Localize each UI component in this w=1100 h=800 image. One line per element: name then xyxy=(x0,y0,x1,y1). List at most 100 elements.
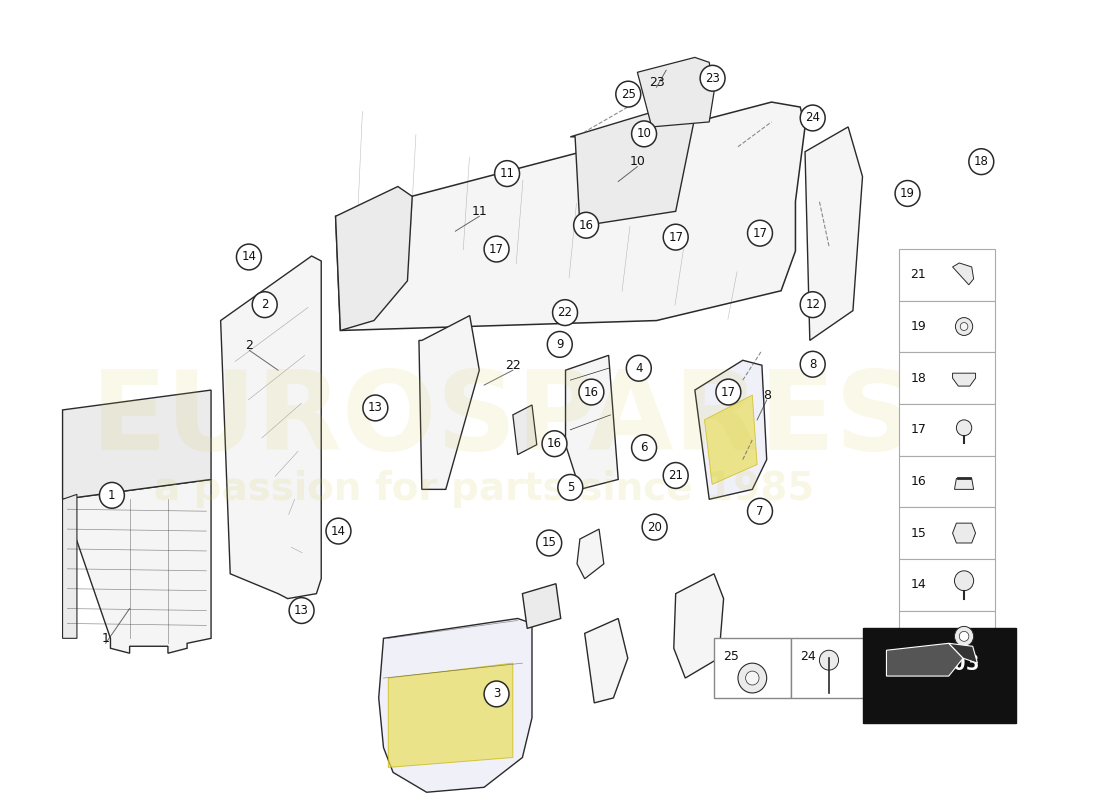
Text: 23: 23 xyxy=(705,72,720,85)
Text: 22: 22 xyxy=(558,306,572,319)
Text: 18: 18 xyxy=(974,155,989,168)
Bar xyxy=(714,638,791,698)
Circle shape xyxy=(626,355,651,381)
Circle shape xyxy=(663,224,689,250)
Text: 10: 10 xyxy=(629,155,646,168)
Text: 24: 24 xyxy=(800,650,816,663)
Text: 13: 13 xyxy=(367,402,383,414)
Text: 16: 16 xyxy=(579,218,594,232)
Polygon shape xyxy=(953,263,974,285)
Text: 19: 19 xyxy=(900,187,915,200)
Text: 15: 15 xyxy=(911,526,926,539)
Polygon shape xyxy=(637,58,714,127)
Text: 16: 16 xyxy=(547,437,562,450)
Text: 11: 11 xyxy=(472,205,487,218)
Text: 7: 7 xyxy=(757,505,763,518)
Text: 17: 17 xyxy=(911,423,926,436)
Circle shape xyxy=(748,498,772,524)
Circle shape xyxy=(800,351,825,377)
Circle shape xyxy=(236,244,262,270)
Text: 17: 17 xyxy=(720,386,736,398)
Text: 9: 9 xyxy=(556,338,563,351)
Bar xyxy=(791,638,867,698)
Polygon shape xyxy=(378,618,532,792)
Circle shape xyxy=(663,462,689,488)
Text: 10: 10 xyxy=(637,127,651,140)
Text: 24: 24 xyxy=(805,111,821,125)
Circle shape xyxy=(542,430,566,457)
Circle shape xyxy=(99,482,124,508)
Bar xyxy=(899,301,994,352)
Text: 17: 17 xyxy=(668,230,683,244)
Circle shape xyxy=(363,395,388,421)
Bar xyxy=(899,249,994,301)
Text: 12: 12 xyxy=(805,298,821,311)
Polygon shape xyxy=(513,405,537,454)
Text: 3: 3 xyxy=(493,687,500,701)
Circle shape xyxy=(537,530,562,556)
Text: 2: 2 xyxy=(261,298,268,311)
Polygon shape xyxy=(674,574,724,678)
Bar xyxy=(899,404,994,456)
Polygon shape xyxy=(63,390,211,499)
Circle shape xyxy=(956,420,971,436)
Circle shape xyxy=(642,514,667,540)
Text: 23: 23 xyxy=(649,76,664,89)
Bar xyxy=(862,629,1015,722)
Circle shape xyxy=(955,626,974,646)
Circle shape xyxy=(631,434,657,461)
Polygon shape xyxy=(578,529,604,578)
Circle shape xyxy=(548,331,572,358)
Circle shape xyxy=(484,681,509,707)
Text: 18: 18 xyxy=(911,372,926,385)
Circle shape xyxy=(959,631,969,642)
Text: 19: 19 xyxy=(911,320,926,333)
Bar xyxy=(899,559,994,610)
Text: 17: 17 xyxy=(752,226,768,240)
Text: 11: 11 xyxy=(499,167,515,180)
Text: 1: 1 xyxy=(108,489,115,502)
Circle shape xyxy=(484,236,509,262)
Text: 8: 8 xyxy=(808,358,816,370)
Text: EUROSPARES: EUROSPARES xyxy=(90,366,916,474)
Text: 25: 25 xyxy=(724,650,739,663)
Circle shape xyxy=(579,379,604,405)
Polygon shape xyxy=(953,373,976,386)
Polygon shape xyxy=(565,355,618,490)
Circle shape xyxy=(960,322,968,330)
Circle shape xyxy=(748,220,772,246)
Text: 14: 14 xyxy=(911,578,926,591)
Bar xyxy=(899,352,994,404)
Circle shape xyxy=(289,598,314,623)
Circle shape xyxy=(800,105,825,131)
Text: 13: 13 xyxy=(911,630,926,643)
Polygon shape xyxy=(570,102,695,226)
Bar xyxy=(899,456,994,507)
Bar xyxy=(899,610,994,662)
Circle shape xyxy=(616,82,640,107)
Text: 13: 13 xyxy=(294,604,309,617)
Polygon shape xyxy=(953,523,976,543)
Circle shape xyxy=(326,518,351,544)
Polygon shape xyxy=(336,102,805,330)
Text: 16: 16 xyxy=(911,475,926,488)
Polygon shape xyxy=(221,256,321,598)
Circle shape xyxy=(495,161,519,186)
Polygon shape xyxy=(336,186,412,330)
Bar xyxy=(899,507,994,559)
Text: 21: 21 xyxy=(911,268,926,282)
Circle shape xyxy=(252,292,277,318)
Text: 4: 4 xyxy=(635,362,642,374)
Polygon shape xyxy=(948,643,978,663)
Circle shape xyxy=(574,212,598,238)
Text: a passion for parts since 1985: a passion for parts since 1985 xyxy=(154,470,814,508)
Circle shape xyxy=(631,121,657,146)
Text: 1: 1 xyxy=(101,632,110,645)
Polygon shape xyxy=(419,315,480,490)
Text: 16: 16 xyxy=(584,386,598,398)
Circle shape xyxy=(700,66,725,91)
Text: 2: 2 xyxy=(245,339,253,352)
Circle shape xyxy=(895,181,920,206)
Text: 17: 17 xyxy=(490,242,504,255)
Text: 22: 22 xyxy=(505,358,520,372)
